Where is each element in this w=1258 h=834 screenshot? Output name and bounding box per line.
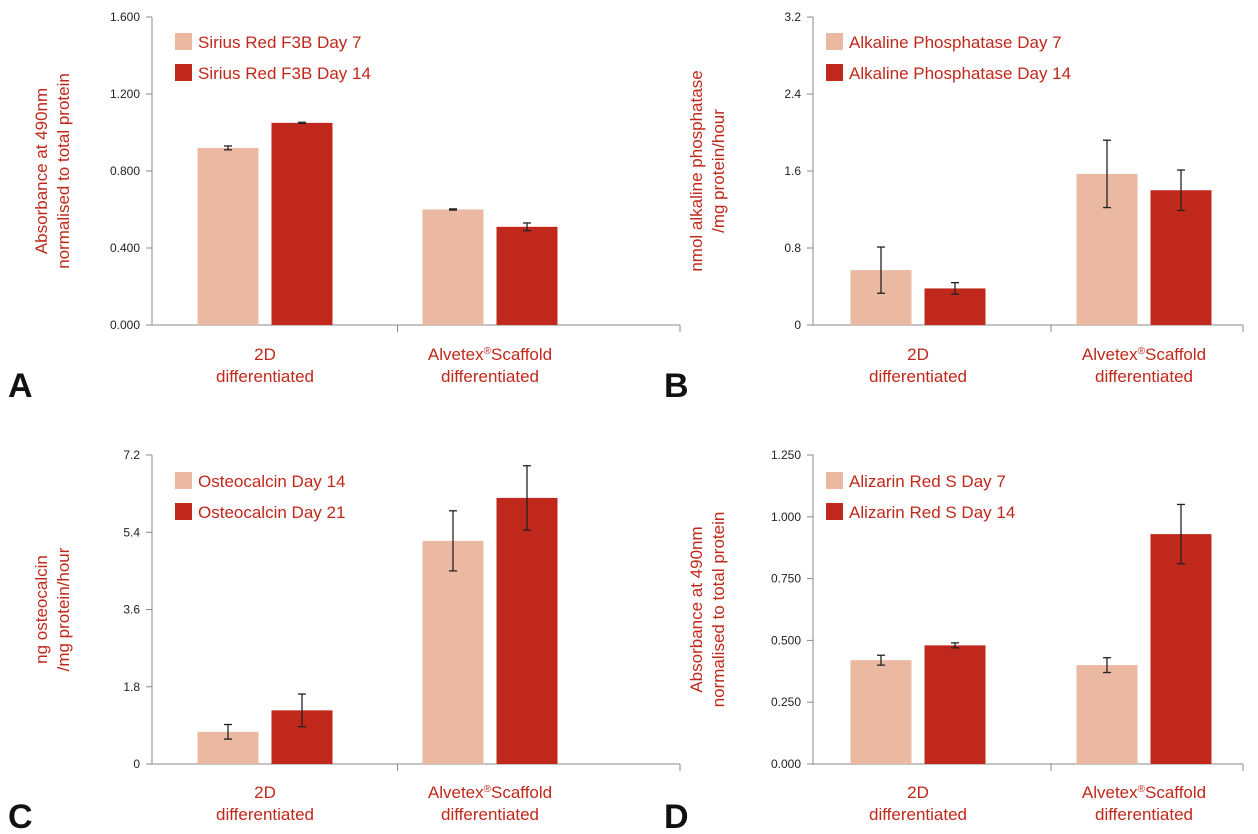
bar	[271, 122, 333, 325]
legend-label: Alizarin Red S Day 14	[849, 503, 1015, 522]
legend-label: Alizarin Red S Day 7	[849, 472, 1006, 491]
x-category-label: 2D differentiated	[216, 345, 314, 386]
y-tick-label: 0.750	[771, 572, 801, 586]
panel-letter: C	[8, 798, 33, 834]
legend-label: Alkaline Phosphatase Day 7	[849, 33, 1062, 52]
legend-swatch	[826, 33, 843, 50]
y-tick-label: 2.4	[784, 87, 801, 101]
y-tick-label: 1.6	[784, 164, 801, 178]
y-tick-label: 0.500	[771, 633, 801, 647]
y-tick-label: 5.4	[123, 525, 140, 539]
y-tick-label: 3.2	[784, 10, 801, 24]
x-category-label: 2D differentiated	[869, 783, 967, 824]
panel-letter: B	[664, 367, 689, 405]
x-category-label: Alvetex®Scaffold differentiated	[428, 345, 552, 386]
y-tick-label: 1.000	[771, 510, 801, 524]
bar	[924, 645, 986, 764]
bar	[422, 540, 484, 764]
x-category-label: Alvetex®Scaffold differentiated	[428, 783, 552, 824]
legend-swatch	[826, 503, 843, 520]
legend-swatch	[175, 503, 192, 520]
legend-label: Sirius Red F3B Day 14	[198, 64, 371, 83]
legend-label: Alkaline Phosphatase Day 14	[849, 64, 1071, 83]
legend-label: Osteocalcin Day 14	[198, 472, 345, 491]
chart-panel-c: 0 1.8 3.6 5.4 7.2 2D differentiated Alvetex®Sca…	[8, 448, 681, 834]
y-tick-label: 0.8	[784, 241, 801, 255]
x-category-label: 2D differentiated	[216, 783, 314, 824]
x-category-label: Alvetex®Scaffold differentiated	[1082, 345, 1206, 386]
y-tick-label: 0.800	[110, 164, 140, 178]
y-tick-label: 0	[133, 757, 140, 771]
legend-swatch	[826, 472, 843, 489]
y-tick-label: 0.000	[110, 318, 140, 332]
y-axis-label: nmol alkaline phosphatase/mg protein/hou…	[687, 70, 728, 271]
y-tick-label: 7.2	[123, 448, 140, 462]
y-tick-label: 0.250	[771, 695, 801, 709]
chart-panel-b: 0 0.8 1.6 2.4 3.2 2D differentiated Alvetex®Sca…	[664, 10, 1244, 405]
y-axis-label: Absorbance at 490nm normalised to total p…	[687, 512, 728, 708]
y-axis-label: ng osteocalcin/mg protein/hour	[32, 547, 73, 671]
y-tick-label: 3.6	[123, 603, 140, 617]
bar	[1150, 190, 1212, 325]
chart-panel-a: 0.000 0.400 0.800 1.200 1.600 2D differentiate…	[8, 10, 681, 405]
legend-swatch	[826, 64, 843, 81]
panel-letter: A	[8, 367, 33, 405]
x-category-label: 2D differentiated	[869, 345, 967, 386]
y-tick-label: 1.600	[110, 10, 140, 24]
bar	[422, 209, 484, 325]
x-category-label: Alvetex®Scaffold differentiated	[1082, 783, 1206, 824]
y-axis-label: Absorbance at 490nm normalised to total p…	[32, 73, 73, 269]
y-tick-label: 0.000	[771, 757, 801, 771]
bar	[1076, 665, 1138, 764]
y-tick-label: 1.200	[110, 87, 140, 101]
bar	[197, 147, 259, 325]
legend-swatch	[175, 33, 192, 50]
bar	[496, 497, 558, 764]
legend-label: Sirius Red F3B Day 7	[198, 33, 361, 52]
y-tick-label: 1.8	[123, 680, 140, 694]
y-tick-label: 0.400	[110, 241, 140, 255]
panel-letter: D	[664, 798, 689, 834]
y-tick-label: 1.250	[771, 448, 801, 462]
bar	[496, 226, 558, 325]
legend-swatch	[175, 64, 192, 81]
legend-label: Osteocalcin Day 21	[198, 503, 345, 522]
legend-swatch	[175, 472, 192, 489]
chart-panel-d: 0.000 0.250 0.500 0.750 1.000 1.250 2D differen…	[664, 448, 1244, 834]
y-tick-label: 0	[794, 318, 801, 332]
bar	[1150, 534, 1212, 764]
bar	[850, 660, 912, 764]
